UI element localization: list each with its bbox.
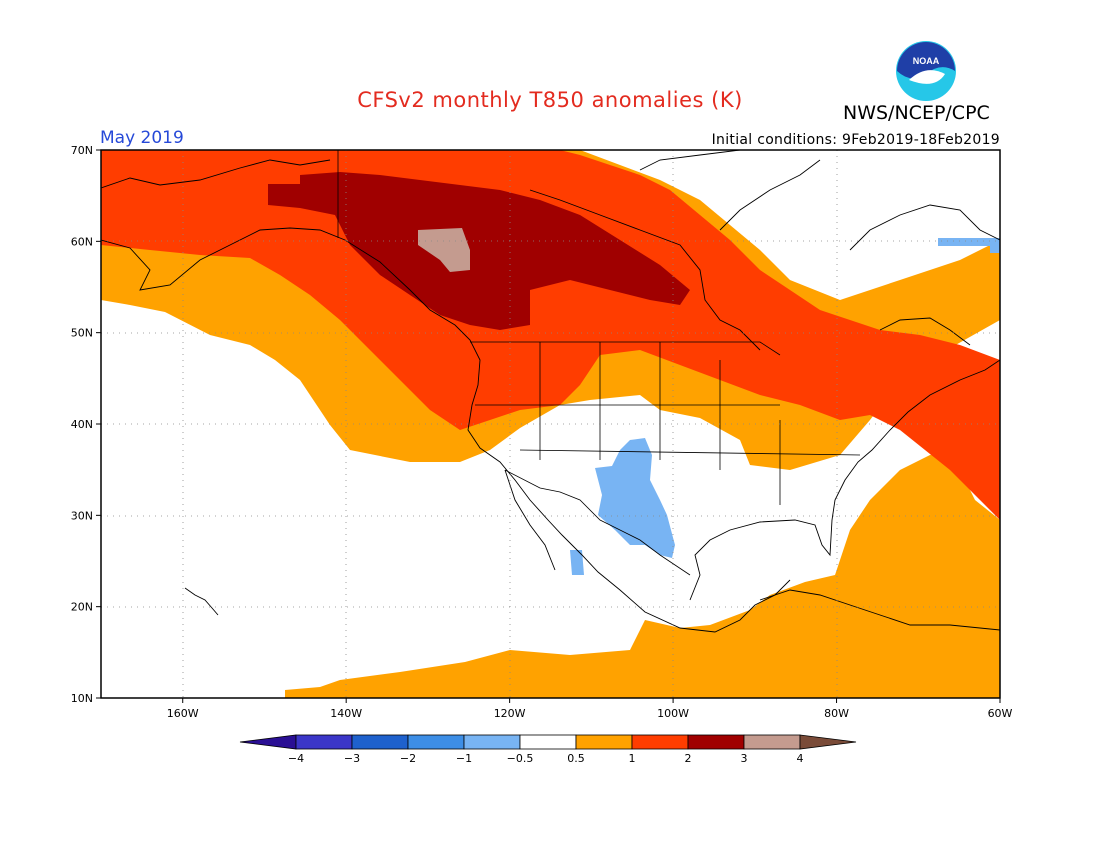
- colorbar-label: 2: [685, 752, 692, 765]
- anomaly-region-neg-1-neg0p5-baffin: [938, 238, 1000, 253]
- lon-label-120W: 120W: [494, 707, 526, 720]
- colorbar-segment-3: [407, 734, 465, 750]
- lon-label-80W: 80W: [824, 707, 849, 720]
- noaa-logo-icon: NOAA: [896, 41, 956, 101]
- gridlines: [101, 150, 1000, 698]
- lat-label-70N: 70N: [71, 144, 93, 157]
- noaa-logo-text: NOAA: [913, 56, 940, 66]
- colorbar-segment-7: [631, 734, 689, 750]
- valid-month-label: May 2019: [100, 128, 184, 148]
- initial-conditions-label: Initial conditions: 9Feb2019-18Feb2019: [711, 132, 1000, 148]
- colorbar-segment-2: [351, 734, 409, 750]
- coastlines: [101, 150, 1000, 633]
- colorbar-label: 1: [629, 752, 636, 765]
- colorbar-segment-low: [239, 734, 297, 750]
- lon-label-60W: 60W: [988, 707, 1013, 720]
- colorbar-label: −3: [344, 752, 360, 765]
- colorbar-label: −0.5: [507, 752, 534, 765]
- colorbar-label: −1: [456, 752, 472, 765]
- colorbar-segment-4: [463, 734, 521, 750]
- colorbar-segment-high: [799, 734, 857, 750]
- noaa-logo-bird: [909, 70, 945, 84]
- lat-label-30N: 30N: [71, 509, 93, 522]
- colorbar-label: 4: [797, 752, 804, 765]
- map-plot-area: [101, 150, 1000, 698]
- lat-label-40N: 40N: [71, 418, 93, 431]
- anomaly-region-1-2: [101, 150, 1000, 520]
- lat-label-20N: 20N: [71, 601, 93, 614]
- colorbar-label: 3: [741, 752, 748, 765]
- lon-label-100W: 100W: [657, 707, 689, 720]
- lon-label-160W: 160W: [167, 707, 199, 720]
- colorbar-segment-8: [687, 734, 745, 750]
- colorbar-segment-9: [743, 734, 801, 750]
- lat-label-10N: 10N: [71, 692, 93, 705]
- lon-label-140W: 140W: [330, 707, 362, 720]
- colorbar-segment-1: [295, 734, 353, 750]
- latitude-axis: 70N 60N 50N 40N 30N 20N 10N: [71, 144, 101, 705]
- longitude-axis: 160W 140W 120W 100W 80W 60W: [167, 698, 1013, 720]
- colorbar: −4 −3 −2 −1 −0.5 0.5 1 2 3 4: [239, 734, 857, 765]
- anomaly-region-neg-1-neg0p5-southwest: [595, 438, 675, 558]
- boundaries: [337, 150, 861, 576]
- colorbar-segment-5: [519, 734, 577, 750]
- anomaly-region-3-4: [418, 228, 470, 272]
- anomaly-region-neg-1-neg0p5-baja: [570, 550, 584, 575]
- chart-title: CFSv2 monthly T850 anomalies (K): [357, 88, 743, 112]
- noaa-logo-top: [897, 42, 955, 79]
- colorbar-label: −2: [400, 752, 416, 765]
- lat-label-50N: 50N: [71, 327, 93, 340]
- colorbar-label: −4: [288, 752, 304, 765]
- lat-label-60N: 60N: [71, 235, 93, 248]
- colorbar-segment-6: [575, 734, 633, 750]
- organization-label: NWS/NCEP/CPC: [843, 102, 990, 124]
- anomaly-region-2-3: [268, 172, 690, 330]
- anomaly-region-0p5-1-tropical: [285, 450, 1000, 698]
- colorbar-label: 0.5: [567, 752, 585, 765]
